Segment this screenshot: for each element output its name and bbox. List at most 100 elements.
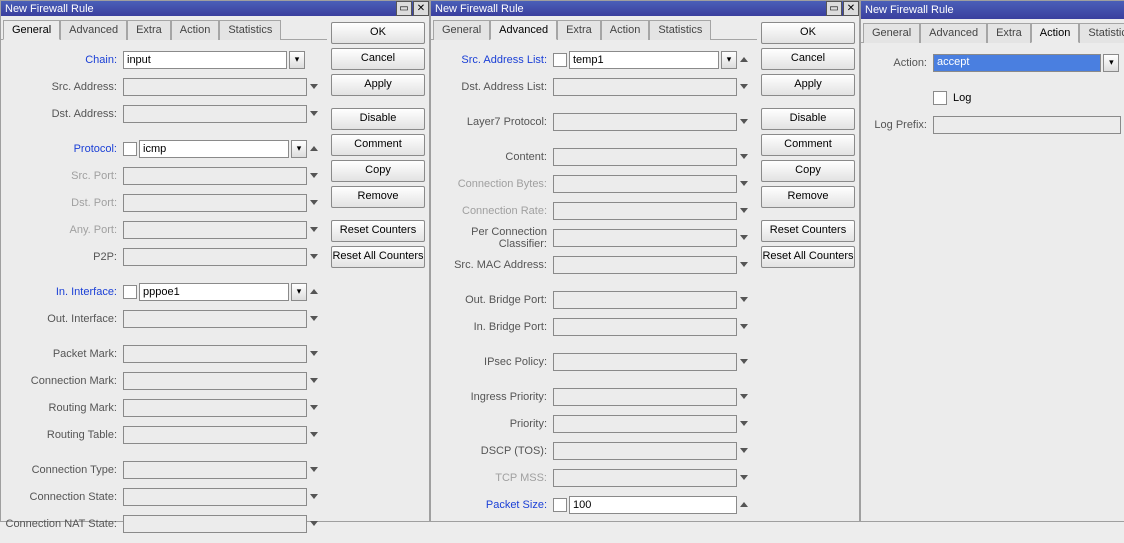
- anyport-expand-icon[interactable]: [307, 223, 321, 237]
- action-input[interactable]: accept: [933, 54, 1101, 72]
- srcaddr-expand-icon[interactable]: [307, 80, 321, 94]
- pktsize-collapse-icon[interactable]: [737, 498, 751, 512]
- action-dd-icon[interactable]: ▾: [1103, 54, 1119, 72]
- tab-extra[interactable]: Extra: [987, 23, 1031, 43]
- disable-button[interactable]: Disable: [331, 108, 425, 130]
- inbridge-expand-icon[interactable]: [737, 320, 751, 334]
- routetable-input[interactable]: [123, 426, 307, 444]
- srclist-dd-icon[interactable]: ▾: [721, 51, 737, 69]
- minimize-icon[interactable]: ▭: [826, 1, 842, 16]
- inbridge-input[interactable]: [553, 318, 737, 336]
- protocol-invert-checkbox[interactable]: [123, 142, 137, 156]
- copy-button[interactable]: Copy: [331, 160, 425, 182]
- conntype-expand-icon[interactable]: [307, 463, 321, 477]
- titlebar[interactable]: New Firewall Rule ▭ ✕: [1, 1, 429, 16]
- tab-statistics[interactable]: Statistics: [649, 20, 711, 40]
- pktsize-invert-checkbox[interactable]: [553, 498, 567, 512]
- protocol-collapse-icon[interactable]: [307, 142, 321, 156]
- iniface-dd-icon[interactable]: ▾: [291, 283, 307, 301]
- titlebar[interactable]: New Firewall Rule ▭ ✕: [861, 1, 1124, 19]
- chain-dd-icon[interactable]: ▾: [289, 51, 305, 69]
- tab-action[interactable]: Action: [1031, 23, 1080, 43]
- pcc-input[interactable]: [553, 229, 737, 247]
- apply-button[interactable]: Apply: [331, 74, 425, 96]
- tcpmss-expand-icon[interactable]: [737, 471, 751, 485]
- tab-general[interactable]: General: [3, 20, 60, 40]
- dscp-input[interactable]: [553, 442, 737, 460]
- dstlist-input[interactable]: [553, 78, 737, 96]
- outbridge-expand-icon[interactable]: [737, 293, 751, 307]
- srclist-input[interactable]: [569, 51, 719, 69]
- pktmark-expand-icon[interactable]: [307, 347, 321, 361]
- pcc-expand-icon[interactable]: [737, 231, 751, 245]
- content-input[interactable]: [553, 148, 737, 166]
- pktmark-input[interactable]: [123, 345, 307, 363]
- conntype-input[interactable]: [123, 461, 307, 479]
- comment-button[interactable]: Comment: [331, 134, 425, 156]
- comment-button[interactable]: Comment: [761, 134, 855, 156]
- outbridge-input[interactable]: [553, 291, 737, 309]
- connnat-expand-icon[interactable]: [307, 517, 321, 531]
- ingprio-input[interactable]: [553, 388, 737, 406]
- srclist-collapse-icon[interactable]: [737, 53, 751, 67]
- srcmac-expand-icon[interactable]: [737, 258, 751, 272]
- remove-button[interactable]: Remove: [761, 186, 855, 208]
- reset-button[interactable]: Reset Counters: [331, 220, 425, 242]
- disable-button[interactable]: Disable: [761, 108, 855, 130]
- tab-general[interactable]: General: [863, 23, 920, 43]
- iniface-collapse-icon[interactable]: [307, 285, 321, 299]
- apply-button[interactable]: Apply: [761, 74, 855, 96]
- chain-input[interactable]: [123, 51, 287, 69]
- tab-action[interactable]: Action: [171, 20, 220, 40]
- tab-statistics[interactable]: Statistics: [219, 20, 281, 40]
- l7-input[interactable]: [553, 113, 737, 131]
- srcaddr-input[interactable]: [123, 78, 307, 96]
- dscp-expand-icon[interactable]: [737, 444, 751, 458]
- minimize-icon[interactable]: ▭: [396, 1, 412, 16]
- routetable-expand-icon[interactable]: [307, 428, 321, 442]
- tab-extra[interactable]: Extra: [127, 20, 171, 40]
- connnat-input[interactable]: [123, 515, 307, 533]
- remove-button[interactable]: Remove: [331, 186, 425, 208]
- ingprio-expand-icon[interactable]: [737, 390, 751, 404]
- logprefix-input[interactable]: [933, 116, 1121, 134]
- log-checkbox[interactable]: [933, 91, 947, 105]
- iniface-invert-checkbox[interactable]: [123, 285, 137, 299]
- prio-expand-icon[interactable]: [737, 417, 751, 431]
- connrate-expand-icon[interactable]: [737, 204, 751, 218]
- ok-button[interactable]: OK: [331, 22, 425, 44]
- srcport-expand-icon[interactable]: [307, 169, 321, 183]
- srclist-invert-checkbox[interactable]: [553, 53, 567, 67]
- iniface-input[interactable]: [139, 283, 289, 301]
- tab-advanced[interactable]: Advanced: [60, 20, 127, 40]
- ipsec-expand-icon[interactable]: [737, 355, 751, 369]
- ipsec-input[interactable]: [553, 353, 737, 371]
- tab-action[interactable]: Action: [601, 20, 650, 40]
- connstate-expand-icon[interactable]: [307, 490, 321, 504]
- p2p-expand-icon[interactable]: [307, 250, 321, 264]
- routemark-expand-icon[interactable]: [307, 401, 321, 415]
- outiface-input[interactable]: [123, 310, 307, 328]
- routemark-input[interactable]: [123, 399, 307, 417]
- connmark-input[interactable]: [123, 372, 307, 390]
- copy-button[interactable]: Copy: [761, 160, 855, 182]
- dstlist-expand-icon[interactable]: [737, 80, 751, 94]
- content-expand-icon[interactable]: [737, 150, 751, 164]
- close-icon[interactable]: ✕: [843, 1, 859, 16]
- cancel-button[interactable]: Cancel: [331, 48, 425, 70]
- titlebar[interactable]: New Firewall Rule ▭ ✕: [431, 1, 859, 16]
- reset-button[interactable]: Reset Counters: [761, 220, 855, 242]
- tab-statistics[interactable]: Statistics: [1079, 23, 1124, 43]
- tab-advanced[interactable]: Advanced: [920, 23, 987, 43]
- connmark-expand-icon[interactable]: [307, 374, 321, 388]
- tab-general[interactable]: General: [433, 20, 490, 40]
- dstaddr-input[interactable]: [123, 105, 307, 123]
- connbytes-expand-icon[interactable]: [737, 177, 751, 191]
- tab-advanced[interactable]: Advanced: [490, 20, 557, 40]
- l7-expand-icon[interactable]: [737, 115, 751, 129]
- srcmac-input[interactable]: [553, 256, 737, 274]
- outiface-expand-icon[interactable]: [307, 312, 321, 326]
- protocol-dd-icon[interactable]: ▾: [291, 140, 307, 158]
- connstate-input[interactable]: [123, 488, 307, 506]
- protocol-input[interactable]: [139, 140, 289, 158]
